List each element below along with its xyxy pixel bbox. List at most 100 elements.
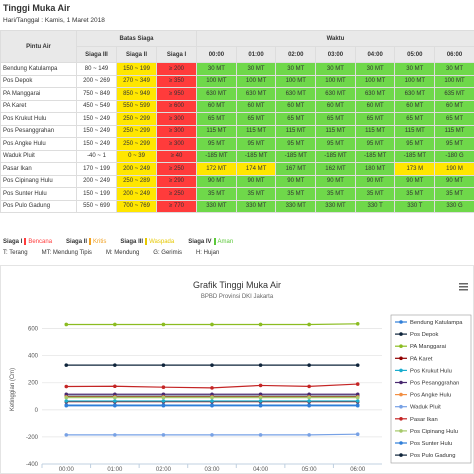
reading-cell: 330 MT: [235, 199, 277, 213]
limit-cell: 200 ~ 269: [76, 74, 117, 88]
reading-cell: 115 MT: [235, 124, 277, 138]
y-tick-label: 400: [28, 354, 39, 360]
reading-cell: 65 MT: [354, 112, 396, 126]
point: [307, 392, 311, 397]
menu-icon[interactable]: [459, 283, 468, 291]
reading-cell: 30 MT: [354, 62, 396, 76]
table-row: PA Karet 450 ~ 549 550 ~ 599 ≥ 600 60 MT 60 M…: [0, 99, 474, 113]
reading-cell: 630 MT: [196, 87, 237, 101]
point: [258, 403, 263, 407]
weather-code: H: Hujan: [195, 250, 220, 256]
legend-marker: [399, 332, 403, 336]
reading-cell: 90 MT: [235, 174, 277, 188]
reading-cell: 95 MT: [275, 137, 317, 151]
point: [307, 433, 311, 437]
gate-name: Bendung Katulampa: [0, 62, 77, 76]
status-legend: Siaga I Bencana Siaga II Kritis Siaga III Was…: [3, 238, 247, 245]
table-row: Pos Sunter Hulu 150 ~ 199 200 ~ 249 ≥ 250 35…: [0, 187, 474, 201]
gate-name: Pos Angke Hulu: [0, 137, 77, 151]
legend-box: [390, 314, 472, 464]
reading-cell: 30 MT: [235, 62, 277, 76]
reading-cell: 330 T: [394, 199, 436, 213]
reading-cell: 30 MT: [196, 62, 237, 76]
legend-label: Pos Depok: [410, 332, 438, 338]
legend-label: Pos Angke Hulu: [410, 393, 451, 399]
point: [161, 385, 166, 389]
level-swatch: [213, 238, 216, 245]
point: [210, 433, 214, 437]
gate-name: Pos Cipinang Hulu: [0, 174, 77, 188]
x-tick-label: 00:00: [59, 467, 75, 473]
point: [355, 432, 360, 436]
page-title: Tinggi Muka Air: [3, 3, 71, 13]
header-cell: 05:00: [394, 46, 436, 63]
reading-cell: 115 MT: [196, 124, 237, 138]
reading-cell: 172 MT: [196, 162, 237, 176]
reading-cell: 630 MT: [354, 87, 396, 101]
y-tick-label: 0: [35, 408, 39, 414]
point: [64, 322, 69, 327]
header-cell: 02:00: [275, 46, 317, 63]
point: [161, 399, 166, 403]
reading-cell: 174 MT: [235, 162, 277, 176]
reading-cell: 30 MT: [275, 62, 317, 76]
reading-cell: 630 MT: [275, 87, 317, 101]
reading-cell: 60 MT: [434, 99, 474, 113]
table-row: Pos Cipinang Hulu 200 ~ 249 250 ~ 289 ≥ 290…: [0, 174, 474, 188]
reading-cell: 65 MT: [275, 112, 317, 126]
reading-cell: 65 MT: [394, 112, 436, 126]
header-cell: Batas Siaga: [75, 30, 198, 47]
point: [113, 392, 117, 397]
weather-code: MT: Mendung Tipis: [41, 250, 92, 256]
reading-cell: 90 MT: [196, 174, 237, 188]
point: [355, 403, 360, 407]
header-cell: Siaga II: [116, 46, 157, 63]
reading-cell: 100 MT: [235, 74, 277, 88]
legend-label: PA Manggarai: [410, 344, 446, 350]
legend-marker: [399, 392, 403, 397]
point: [210, 363, 214, 367]
reading-cell: 330 MT: [196, 199, 237, 213]
level-swatch: [145, 238, 148, 245]
limit-cell: 150 ~ 249: [76, 112, 117, 126]
legend-marker: [399, 380, 403, 385]
point: [355, 395, 360, 400]
legend-label: Pos Pulo Gadung: [410, 453, 455, 459]
reading-cell: 60 MT: [275, 99, 317, 113]
reading-cell: 30 MT: [394, 62, 436, 76]
point: [64, 395, 69, 400]
reading-cell: 173 M: [394, 162, 436, 176]
reading-cell: 115 MT: [434, 124, 474, 138]
limit-cell: 250 ~ 299: [116, 112, 157, 126]
y-tick-label: 600: [28, 327, 39, 333]
level-label: Waspada: [149, 239, 175, 246]
limit-cell: 250 ~ 299: [116, 137, 157, 151]
limit-cell: 850 ~ 949: [116, 87, 157, 101]
reading-cell: 180 MT: [354, 162, 396, 176]
x-tick-label: 03:00: [204, 467, 220, 473]
point: [210, 322, 214, 327]
header-row: Siaga III Siaga II Siaga I 00:00 01:00 02:00 0…: [1, 46, 474, 63]
point: [258, 392, 263, 397]
limit-cell: ≥ 950: [155, 87, 198, 101]
x-tick-label: 01:00: [107, 467, 123, 473]
gate-name: Pos Pulo Gadung: [0, 199, 77, 213]
level-name: Siaga II: [66, 239, 88, 246]
reading-cell: 65 MT: [434, 112, 474, 126]
point: [210, 386, 214, 390]
x-tick-label: 04:00: [253, 467, 269, 473]
y-tick-label: -400: [26, 462, 39, 468]
reading-cell: 35 MT: [434, 187, 474, 201]
reading-cell: 100 MT: [434, 74, 474, 88]
level-name: Siaga III: [120, 239, 144, 246]
point: [307, 403, 311, 407]
gate-name: Waduk Pluit: [0, 149, 77, 163]
legend-label: Pasar Ikan: [410, 417, 438, 423]
reading-cell: 65 MT: [196, 112, 237, 126]
level-name: Siaga I: [3, 239, 23, 246]
level-label: Bencana: [28, 239, 53, 246]
point: [161, 403, 166, 407]
table-row: Bendung Katulampa 80 ~ 149 150 ~ 199 ≥ 200 3…: [0, 62, 474, 76]
reading-cell: 90 MT: [315, 174, 356, 188]
y-axis-label: Ketinggian (Cm): [10, 368, 16, 411]
